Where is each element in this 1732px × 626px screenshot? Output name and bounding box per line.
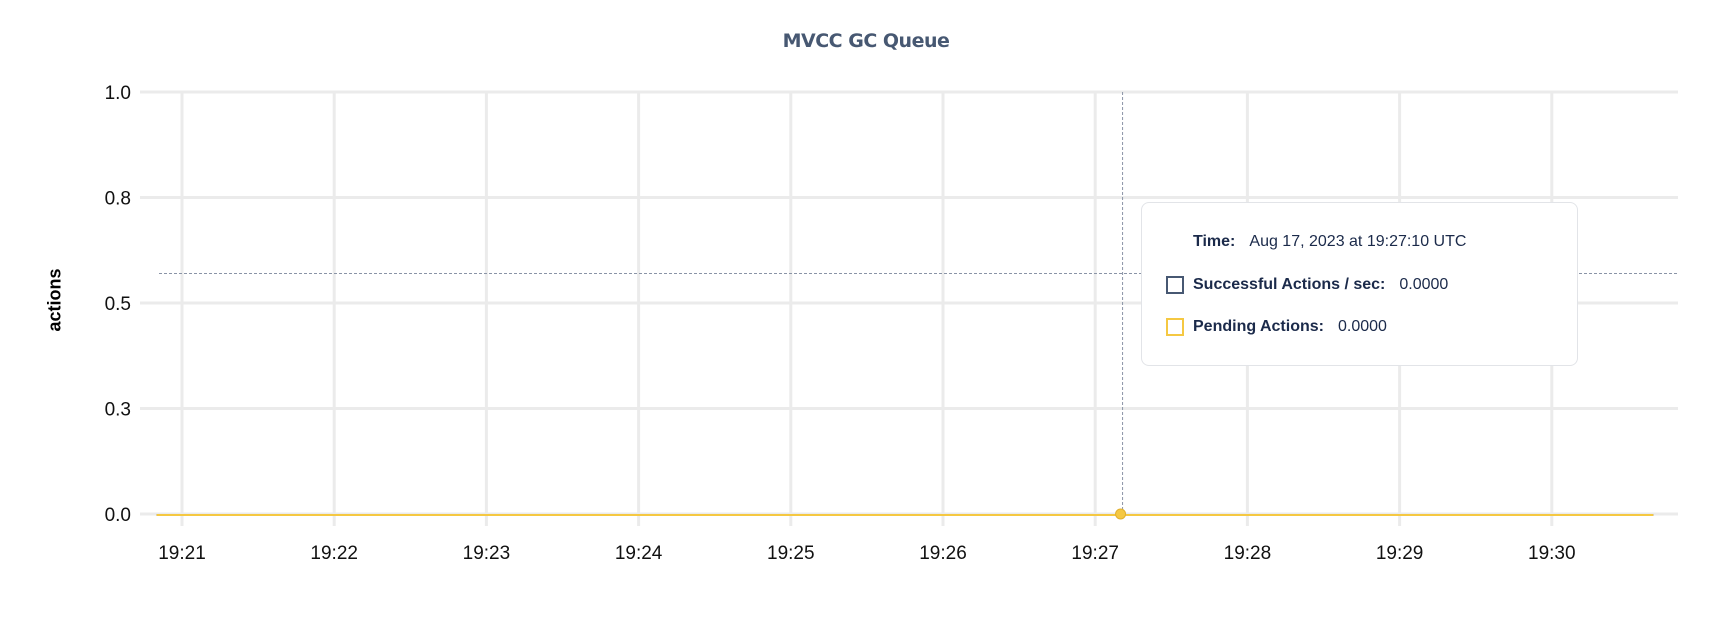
- tooltip-time-label: Time:: [1193, 233, 1236, 250]
- x-tick-label: 19:21: [158, 543, 206, 564]
- tooltip-series-label: Pending Actions:: [1193, 318, 1324, 335]
- legend-square-successful-icon: [1166, 276, 1184, 294]
- y-tick-label: 0.8: [105, 189, 131, 210]
- y-tick-label: 1.0: [105, 83, 131, 104]
- x-tick-label: 19:29: [1376, 543, 1424, 564]
- tooltip-time-value: Aug 17, 2023 at 19:27:10 UTC: [1249, 233, 1467, 250]
- tooltip-series-value: 0.0000: [1399, 276, 1449, 293]
- hover-point-marker: [1115, 508, 1127, 520]
- x-tick-label: 19:22: [310, 543, 358, 564]
- x-tick-label: 19:28: [1224, 543, 1272, 564]
- x-tick-label: 19:23: [463, 543, 511, 564]
- x-tick-label: 19:26: [919, 543, 967, 564]
- x-tick-label: 19:24: [615, 543, 663, 564]
- tooltip: Time: Aug 17, 2023 at 19:27:10 UTC Succe…: [1141, 202, 1578, 366]
- y-tick-label: 0.3: [105, 400, 131, 421]
- x-tick-label: 19:27: [1071, 543, 1119, 564]
- legend-square-pending-icon: [1166, 318, 1184, 336]
- y-tick-label: 0.5: [105, 294, 131, 315]
- chart-title: MVCC GC Queue: [782, 30, 950, 52]
- y-tick-label: 0.0: [105, 505, 131, 526]
- x-tick-label: 19:30: [1528, 543, 1576, 564]
- x-tick-label: 19:25: [767, 543, 815, 564]
- tooltip-series-value: 0.0000: [1337, 318, 1387, 335]
- tooltip-series-label: Successful Actions / sec:: [1193, 276, 1386, 293]
